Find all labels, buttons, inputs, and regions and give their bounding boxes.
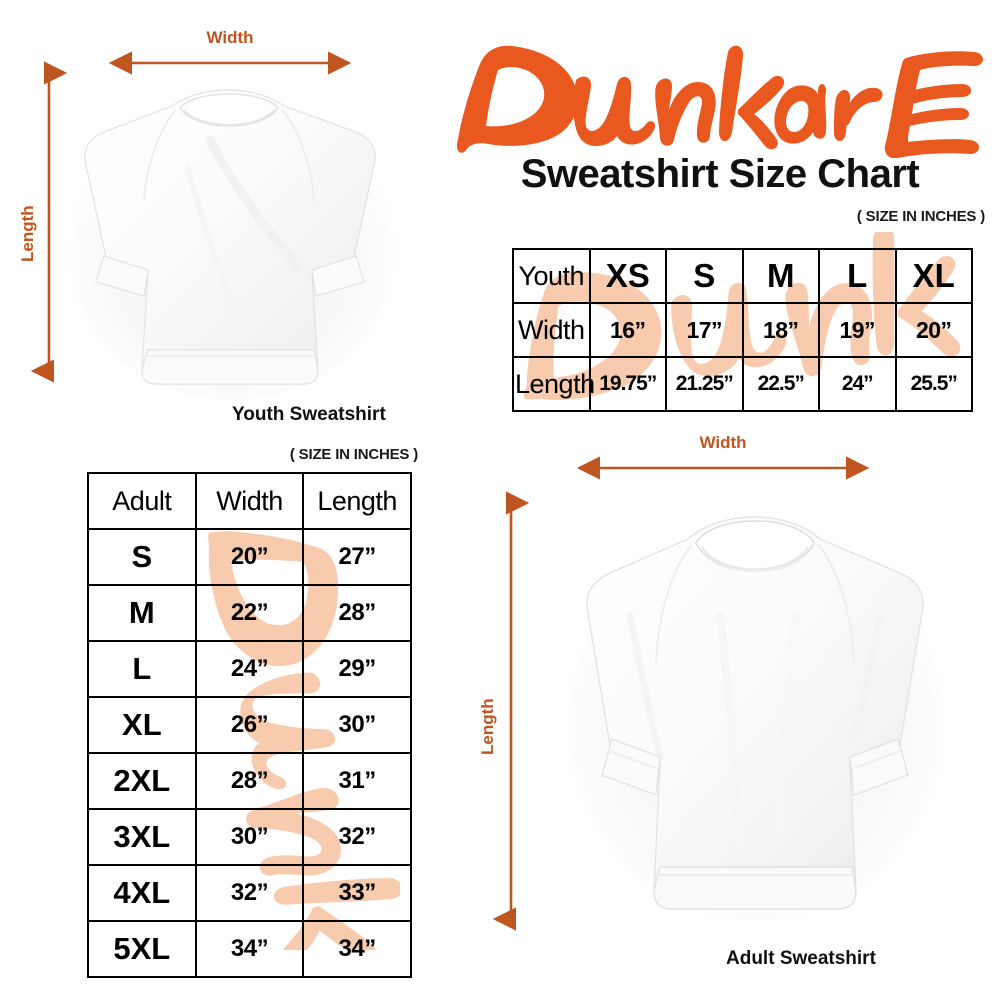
youth-units-note: ( SIZE IN INCHES ) (856, 208, 985, 225)
adult-length-5xl: 34” (302, 920, 412, 978)
youth-width-label: Width (206, 28, 254, 47)
adult-size-m: M (87, 584, 197, 642)
youth-width-xs: 16” (588, 302, 667, 358)
youth-length-xl: 25.5” (894, 356, 973, 412)
adult-size-5xl: 5XL (87, 920, 197, 978)
youth-sweatshirt-image (60, 70, 400, 400)
youth-length-s: 21.25” (665, 356, 744, 412)
table-header-row: Adult Width Length (87, 472, 412, 530)
youth-size-xl: XL (894, 248, 973, 304)
adult-size-l: L (87, 640, 197, 698)
table-row: Length 19.75” 21.25” 22.5” 24” 25.5” (512, 356, 973, 412)
youth-size-table: Youth XS S M L XL Width 16” 17” 18” 19” … (512, 248, 973, 412)
adult-size-4xl: 4XL (87, 864, 197, 922)
adult-length-2xl: 31” (302, 752, 412, 810)
youth-width-row-label: Width (512, 302, 591, 358)
dunkare-brand-logo (440, 28, 1000, 158)
adult-width-2xl: 28” (194, 752, 305, 810)
adult-size-xl: XL (87, 696, 197, 754)
adult-width-xl: 26” (194, 696, 305, 754)
adult-width-label: Width (699, 433, 747, 452)
adult-length-l: 29” (302, 640, 412, 698)
adult-width-arrow (576, 456, 870, 480)
adult-units-note: ( SIZE IN INCHES ) (289, 446, 418, 463)
adult-width-5xl: 34” (194, 920, 305, 978)
youth-size-xs: XS (588, 248, 667, 304)
youth-length-arrow (30, 61, 68, 383)
adult-length-arrow (492, 491, 530, 931)
youth-width-s: 17” (665, 302, 744, 358)
adult-length-3xl: 32” (302, 808, 412, 866)
adult-width-s: 20” (194, 528, 305, 586)
table-row: L 24” 29” (87, 640, 412, 698)
table-row: 3XL 30” 32” (87, 808, 412, 866)
youth-width-l: 19” (818, 302, 897, 358)
table-row: Youth XS S M L XL (512, 248, 973, 304)
adult-width-l: 24” (194, 640, 305, 698)
table-row: 4XL 32” 33” (87, 864, 412, 922)
youth-length-row-label: Length (512, 356, 595, 412)
adult-width-4xl: 32” (194, 864, 305, 922)
adult-length-s: 27” (302, 528, 412, 586)
adult-length-xl: 30” (302, 696, 412, 754)
youth-row-label: Youth (512, 248, 591, 304)
adult-size-table: Adult Width Length S 20” 27” M 22” 28” L… (87, 472, 412, 978)
adult-size-2xl: 2XL (87, 752, 197, 810)
adult-product-caption: Adult Sweatshirt (726, 948, 876, 969)
youth-length-xs: 19.75” (588, 356, 667, 412)
youth-length-l: 24” (818, 356, 897, 412)
adult-sweatshirt-image (560, 495, 950, 930)
youth-size-l: L (818, 248, 897, 304)
table-row: M 22” 28” (87, 584, 412, 642)
youth-width-m: 18” (741, 302, 820, 358)
table-row: S 20” 27” (87, 528, 412, 586)
adult-header-size: Adult (87, 472, 197, 530)
youth-product-caption: Youth Sweatshirt (232, 404, 386, 425)
table-row: 2XL 28” 31” (87, 752, 412, 810)
adult-header-width: Width (194, 472, 305, 530)
adult-size-3xl: 3XL (87, 808, 197, 866)
chart-title: Sweatshirt Size Chart (520, 152, 920, 196)
table-row: 5XL 34” 34” (87, 920, 412, 978)
youth-size-s: S (665, 248, 744, 304)
table-row: Width 16” 17” 18” 19” 20” (512, 302, 973, 358)
youth-length-label: Length (18, 205, 37, 262)
adult-width-m: 22” (194, 584, 305, 642)
youth-size-m: M (741, 248, 820, 304)
adult-header-length: Length (302, 472, 412, 530)
adult-length-label: Length (478, 698, 497, 755)
youth-width-arrow (108, 51, 352, 75)
youth-width-xl: 20” (894, 302, 973, 358)
adult-size-s: S (87, 528, 197, 586)
adult-length-4xl: 33” (302, 864, 412, 922)
youth-length-m: 22.5” (741, 356, 820, 412)
table-row: XL 26” 30” (87, 696, 412, 754)
adult-length-m: 28” (302, 584, 412, 642)
adult-width-3xl: 30” (194, 808, 305, 866)
